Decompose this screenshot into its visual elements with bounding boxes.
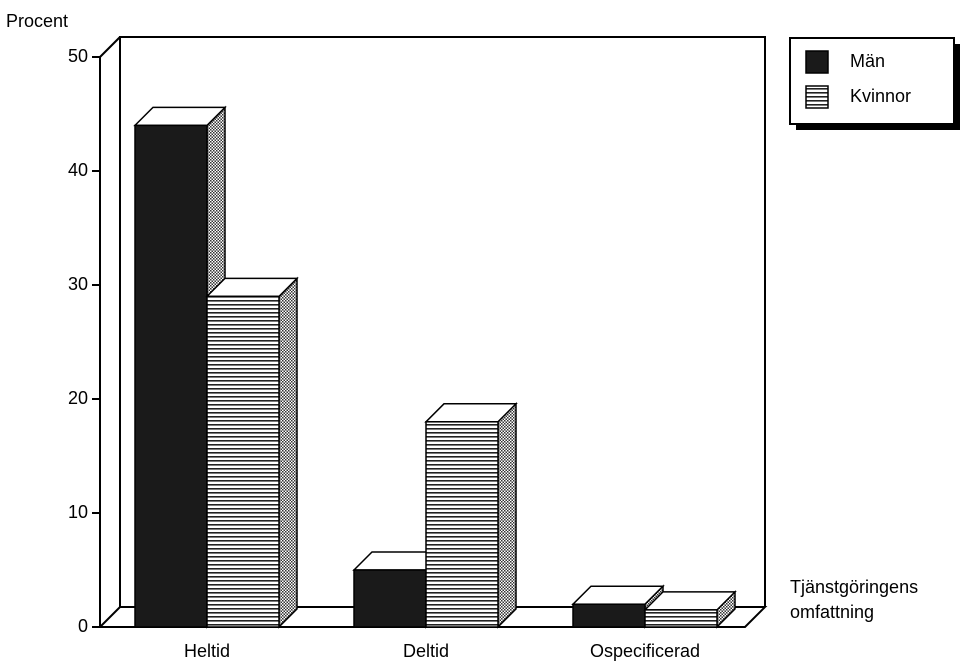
bar bbox=[134, 124, 208, 628]
legend-swatch bbox=[805, 85, 829, 109]
bar bbox=[353, 569, 427, 628]
wall-edge bbox=[99, 36, 121, 58]
bar bbox=[425, 421, 499, 628]
bar bbox=[206, 295, 280, 628]
back-wall bbox=[119, 36, 766, 607]
x-axis-label: omfattning bbox=[790, 602, 874, 622]
x-tick-label: Deltid bbox=[403, 641, 449, 661]
bar-side bbox=[497, 401, 517, 629]
legend-label: Män bbox=[850, 51, 885, 71]
y-tick-label: 0 bbox=[78, 616, 88, 636]
y-tick-label: 30 bbox=[68, 274, 88, 294]
y-tick-label: 20 bbox=[68, 388, 88, 408]
x-axis-label: Tjänstgöringens bbox=[790, 577, 918, 597]
x-tick-label: Ospecificerad bbox=[590, 641, 700, 661]
legend-label: Kvinnor bbox=[850, 86, 911, 106]
y-tick-label: 40 bbox=[68, 160, 88, 180]
y-tick-label: 10 bbox=[68, 502, 88, 522]
legend-swatch bbox=[805, 50, 829, 74]
y-tick-label: 50 bbox=[68, 46, 88, 66]
bar bbox=[644, 609, 718, 628]
x-tick-label: Heltid bbox=[184, 641, 230, 661]
bar bbox=[572, 603, 646, 628]
bar-side bbox=[278, 276, 298, 629]
y-axis-label: Procent bbox=[6, 11, 68, 31]
